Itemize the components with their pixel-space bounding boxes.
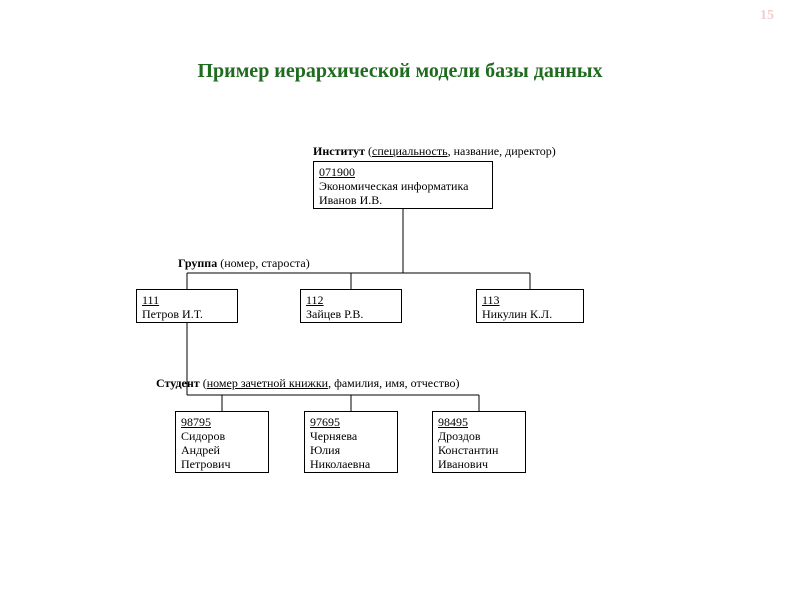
node-group: 113 Никулин К.Л. (476, 289, 584, 323)
label-institute-entity: Институт (313, 144, 365, 158)
student-l4: Иванович (438, 457, 520, 471)
label-institute-rest: , название, директор) (448, 144, 556, 158)
node-institute: 071900 Экономическая информатика Иванов … (313, 161, 493, 209)
student-l4: Николаевна (310, 457, 392, 471)
student-l2: Дроздов (438, 429, 520, 443)
student-key: 98495 (438, 415, 520, 429)
label-group-attrs: (номер, староста) (217, 256, 310, 270)
student-l3: Юлия (310, 443, 392, 457)
group-name: Петров И.Т. (142, 307, 232, 321)
page-number-text: 15 (760, 8, 774, 23)
institute-line2: Экономическая информатика (319, 179, 487, 193)
title-text: Пример иерархической модели базы данных (197, 60, 602, 82)
institute-key: 071900 (319, 165, 487, 179)
group-name: Зайцев Р.В. (306, 307, 396, 321)
student-l3: Константин (438, 443, 520, 457)
label-student-entity: Студент (156, 376, 200, 390)
label-student-rest: , фамилия, имя, отчество) (328, 376, 459, 390)
diagram-root: 15 Пример иерархической модели базы данн… (0, 0, 800, 600)
label-institute-key: специальность (372, 144, 448, 158)
page-title: Пример иерархической модели базы данных (0, 60, 800, 83)
student-key: 97695 (310, 415, 392, 429)
label-group: Группа (номер, староста) (178, 256, 310, 270)
student-l3: Андрей (181, 443, 263, 457)
group-key: 112 (306, 293, 396, 307)
node-student: 98495 Дроздов Константин Иванович (432, 411, 526, 473)
student-l2: Черняева (310, 429, 392, 443)
node-student: 98795 Сидоров Андрей Петрович (175, 411, 269, 473)
label-institute: Институт (специальность, название, дирек… (313, 144, 556, 158)
student-key: 98795 (181, 415, 263, 429)
group-key: 111 (142, 293, 232, 307)
label-student-key: номер зачетной книжки (207, 376, 328, 390)
page-number: 15 (760, 8, 774, 24)
group-key: 113 (482, 293, 578, 307)
student-l4: Петрович (181, 457, 263, 471)
group-name: Никулин К.Л. (482, 307, 578, 321)
node-group: 112 Зайцев Р.В. (300, 289, 402, 323)
label-group-entity: Группа (178, 256, 217, 270)
node-group: 111 Петров И.Т. (136, 289, 238, 323)
label-student: Студент (номер зачетной книжки, фамилия,… (156, 376, 460, 390)
node-student: 97695 Черняева Юлия Николаевна (304, 411, 398, 473)
student-l2: Сидоров (181, 429, 263, 443)
institute-line3: Иванов И.В. (319, 193, 487, 207)
